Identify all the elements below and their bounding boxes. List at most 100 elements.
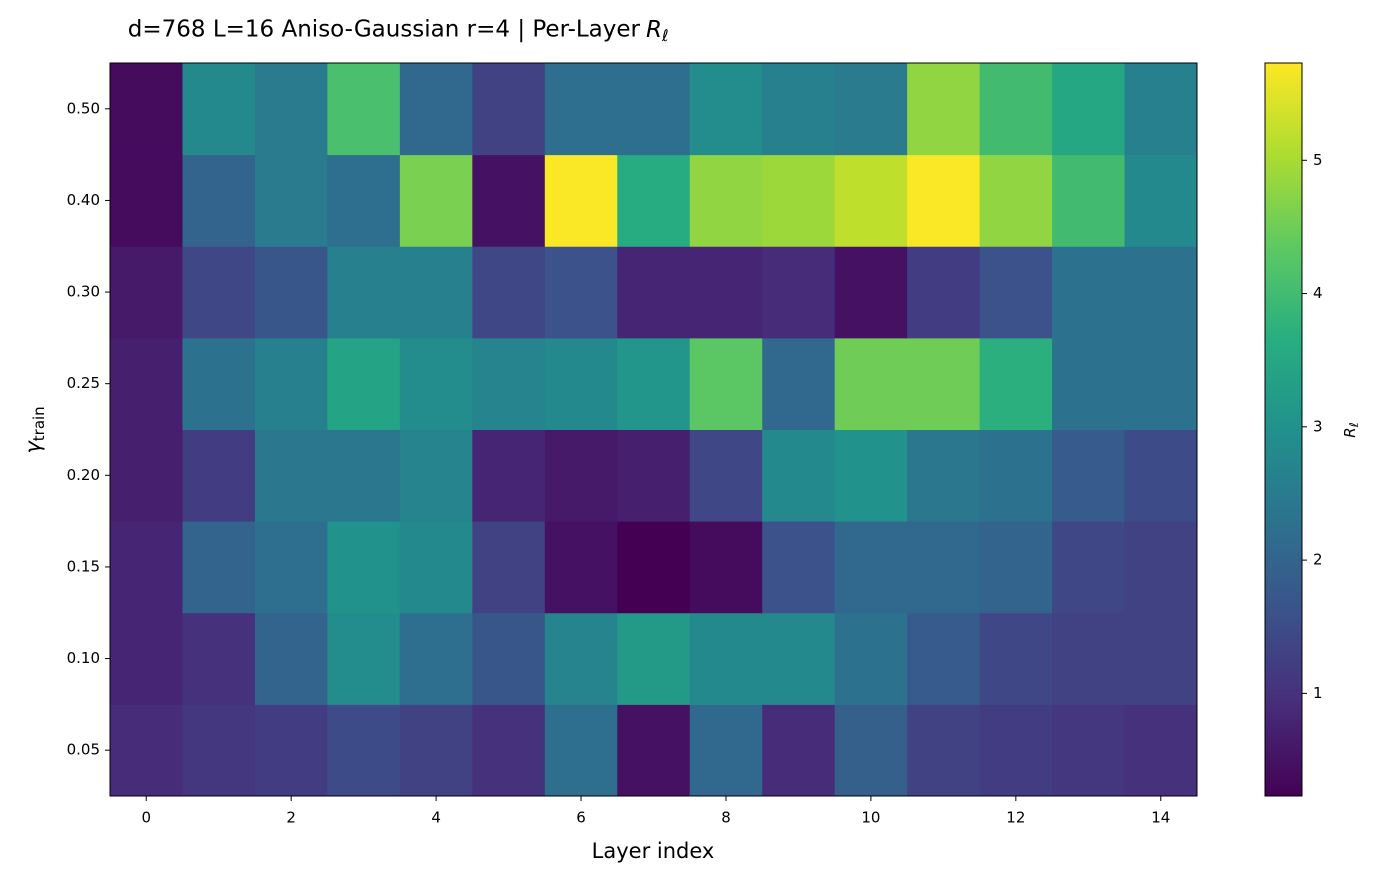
heatmap-cell (834, 704, 908, 797)
heatmap-cell (182, 246, 256, 339)
heatmap-cell (689, 63, 763, 156)
x-tick-label: 14 (1151, 809, 1170, 827)
heatmap-cell (1124, 704, 1198, 797)
x-tick-label: 4 (431, 809, 441, 827)
heatmap-cell (689, 337, 763, 430)
heatmap-cell (617, 246, 691, 339)
heatmap-cell (472, 429, 546, 522)
colorbar-tick-label: 1 (1313, 684, 1323, 702)
heatmap-cell (182, 704, 256, 797)
heatmap-cell (834, 429, 908, 522)
heatmap-cell (327, 429, 401, 522)
heatmap-cell (182, 521, 256, 614)
x-tick-label: 10 (861, 809, 880, 827)
heatmap-cell (979, 612, 1053, 705)
heatmap-cell (399, 612, 473, 705)
heatmap-cell (182, 612, 256, 705)
x-tick-label: 2 (286, 809, 296, 827)
y-tick-label: 0.15 (67, 557, 100, 575)
heatmap-cell (689, 521, 763, 614)
heatmap-cell (544, 521, 618, 614)
heatmap-cell (1052, 612, 1126, 705)
heatmap-cell (472, 337, 546, 430)
colorbar-label: Rℓ (1341, 422, 1361, 437)
heatmap-cell (834, 612, 908, 705)
heatmap-cell (110, 704, 183, 797)
heatmap-cell (907, 612, 981, 705)
heatmap-cell (762, 612, 836, 705)
heatmap-cell (1124, 246, 1198, 339)
title-symbol: Rℓ (646, 17, 669, 45)
heatmap-cell (834, 521, 908, 614)
heatmap-cell (182, 429, 256, 522)
colorbar-tick-label: 4 (1313, 284, 1323, 302)
heatmap-cell (762, 337, 836, 430)
y-tick-label: 0.50 (67, 99, 100, 117)
heatmap-cell (1052, 337, 1126, 430)
colorbar-tick-label: 2 (1313, 551, 1323, 569)
heatmap-cell (544, 246, 618, 339)
heatmap-cell (327, 337, 401, 430)
heatmap-cell (1124, 154, 1198, 247)
heatmap-cell (907, 246, 981, 339)
heatmap-cell (907, 63, 981, 156)
heatmap-cell (472, 612, 546, 705)
heatmap-cell (689, 704, 763, 797)
heatmap-cell (979, 246, 1053, 339)
heatmap-cell (399, 246, 473, 339)
heatmap-cell (544, 337, 618, 430)
heatmap-cell (327, 521, 401, 614)
cb-label-symbol: R (1341, 427, 1359, 437)
heatmap-cell (544, 704, 618, 797)
heatmap-cell (254, 612, 328, 705)
heatmap-cell (1124, 521, 1198, 614)
chart-title: d=768 L=16 Aniso-Gaussian r=4 | Per-Laye… (128, 17, 641, 43)
y-tick-label: 0.05 (67, 741, 100, 759)
heatmap-cell (617, 429, 691, 522)
heatmap-cell (254, 246, 328, 339)
heatmap-cell (1124, 429, 1198, 522)
heatmap-cell (544, 63, 618, 156)
heatmap-cell (399, 521, 473, 614)
heatmap-cell (689, 429, 763, 522)
y-label-sub: train (30, 406, 48, 441)
heatmap-cell (399, 429, 473, 522)
y-tick-label: 0.10 (67, 649, 100, 667)
heatmap-cell (472, 246, 546, 339)
x-tick-label: 0 (141, 809, 151, 827)
heatmap-cell (762, 521, 836, 614)
colorbar-tick-label: 3 (1313, 417, 1323, 435)
heatmap-cell (617, 154, 691, 247)
heatmap-cell (472, 704, 546, 797)
heatmap-cell (182, 63, 256, 156)
heatmap-cell (1052, 246, 1126, 339)
heatmap-cell (762, 429, 836, 522)
heatmap-cell (110, 337, 183, 430)
heatmap-cell (472, 63, 546, 156)
x-tick-label: 8 (721, 809, 731, 827)
heatmap-cell (834, 154, 908, 247)
heatmap-cell (1124, 612, 1198, 705)
x-tick-label: 6 (576, 809, 586, 827)
y-tick-label: 0.25 (67, 374, 100, 392)
heatmap-cell (1124, 337, 1198, 430)
heatmap-cell (762, 704, 836, 797)
heatmap-cell (110, 246, 183, 339)
heatmap-cell (762, 63, 836, 156)
heatmap-cell (979, 63, 1053, 156)
colorbar (1264, 62, 1303, 797)
heatmap-cell (182, 337, 256, 430)
heatmap-cell (399, 704, 473, 797)
heatmap-cell (254, 337, 328, 430)
heatmap-cell (254, 154, 328, 247)
heatmap-cell (1052, 704, 1126, 797)
heatmap-cell (617, 521, 691, 614)
heatmap-cell (110, 612, 183, 705)
heatmap-cell (979, 337, 1053, 430)
plot-frame (109, 62, 1198, 797)
heatmap-cell (762, 154, 836, 247)
heatmap-cell (327, 246, 401, 339)
heatmap-cell (399, 63, 473, 156)
heatmap-cell (834, 337, 908, 430)
heatmap-cell (689, 612, 763, 705)
